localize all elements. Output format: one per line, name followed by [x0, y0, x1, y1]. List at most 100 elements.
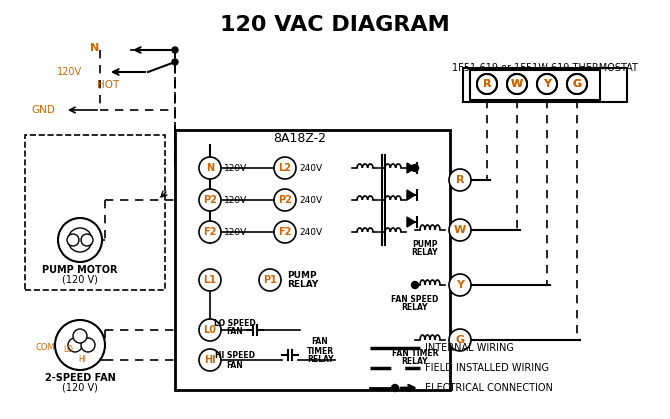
- Text: 120V: 120V: [57, 67, 82, 77]
- Circle shape: [411, 165, 419, 171]
- Text: L0: L0: [204, 325, 216, 335]
- Text: (120 V): (120 V): [62, 275, 98, 285]
- Text: FAN SPEED: FAN SPEED: [391, 295, 439, 303]
- Text: LO: LO: [63, 346, 73, 354]
- Text: PUMP: PUMP: [412, 240, 438, 248]
- Text: COM: COM: [35, 344, 55, 352]
- Text: F2: F2: [203, 227, 216, 237]
- Text: PUMP: PUMP: [287, 271, 317, 280]
- Circle shape: [172, 59, 178, 65]
- Text: RELAY: RELAY: [307, 355, 333, 365]
- Circle shape: [199, 269, 221, 291]
- Text: 2-SPEED FAN: 2-SPEED FAN: [45, 373, 115, 383]
- Circle shape: [449, 219, 471, 241]
- Circle shape: [449, 274, 471, 296]
- Circle shape: [81, 234, 93, 246]
- Circle shape: [81, 338, 95, 352]
- Bar: [470, 70, 600, 100]
- Text: HI: HI: [204, 355, 216, 365]
- Circle shape: [199, 157, 221, 179]
- Text: RELAY: RELAY: [412, 248, 438, 256]
- Text: RELAY: RELAY: [402, 303, 428, 311]
- Text: W: W: [511, 79, 523, 89]
- Circle shape: [274, 157, 296, 179]
- Polygon shape: [407, 163, 415, 173]
- Text: N: N: [206, 163, 214, 173]
- Circle shape: [67, 234, 79, 246]
- Circle shape: [199, 319, 221, 341]
- Text: FAN: FAN: [226, 328, 243, 336]
- Text: 240V: 240V: [299, 163, 322, 173]
- Circle shape: [58, 218, 102, 262]
- Text: TIMER: TIMER: [306, 347, 334, 355]
- Circle shape: [73, 329, 87, 343]
- Text: R: R: [483, 79, 491, 89]
- Circle shape: [567, 74, 587, 94]
- Text: 240V: 240V: [299, 228, 322, 236]
- Text: N: N: [90, 43, 100, 53]
- Circle shape: [274, 189, 296, 211]
- Text: HI SPEED: HI SPEED: [215, 352, 255, 360]
- Polygon shape: [407, 217, 415, 227]
- Text: Y: Y: [543, 79, 551, 89]
- Text: P1: P1: [263, 275, 277, 285]
- Text: FAN: FAN: [226, 360, 243, 370]
- Circle shape: [199, 189, 221, 211]
- Text: F2: F2: [278, 227, 291, 237]
- Circle shape: [274, 221, 296, 243]
- Circle shape: [507, 74, 527, 94]
- Circle shape: [567, 74, 587, 94]
- Text: G: G: [456, 335, 464, 345]
- Text: 1F51-619 or 1F51W-619 THERMOSTAT: 1F51-619 or 1F51W-619 THERMOSTAT: [452, 63, 638, 73]
- Circle shape: [199, 221, 221, 243]
- Text: Y: Y: [456, 280, 464, 290]
- Text: (120 V): (120 V): [62, 383, 98, 393]
- Circle shape: [449, 169, 471, 191]
- Bar: [175, 130, 450, 390]
- Text: ELECTRICAL CONNECTION: ELECTRICAL CONNECTION: [425, 383, 553, 393]
- Circle shape: [537, 74, 557, 94]
- Text: 8A18Z-2: 8A18Z-2: [273, 132, 326, 145]
- Circle shape: [68, 338, 82, 352]
- Text: G: G: [572, 79, 582, 89]
- Text: FIELD INSTALLED WIRING: FIELD INSTALLED WIRING: [425, 363, 549, 373]
- Text: LO SPEED: LO SPEED: [214, 318, 256, 328]
- Text: R: R: [483, 79, 491, 89]
- Text: P2: P2: [278, 195, 292, 205]
- Circle shape: [391, 385, 399, 391]
- Text: Y: Y: [543, 79, 551, 89]
- Circle shape: [537, 74, 557, 94]
- Circle shape: [55, 320, 105, 370]
- Text: W: W: [454, 225, 466, 235]
- Text: GND: GND: [31, 105, 55, 115]
- Text: L1: L1: [204, 275, 216, 285]
- Text: RELAY: RELAY: [402, 357, 428, 367]
- Text: FAN TIMER: FAN TIMER: [392, 349, 438, 359]
- Text: P2: P2: [203, 195, 217, 205]
- Circle shape: [477, 74, 497, 94]
- Text: 120V: 120V: [224, 163, 247, 173]
- Circle shape: [477, 74, 497, 94]
- Text: PUMP MOTOR: PUMP MOTOR: [42, 265, 118, 275]
- Circle shape: [199, 349, 221, 371]
- Text: INTERNAL WIRING: INTERNAL WIRING: [425, 343, 514, 353]
- Text: RELAY: RELAY: [287, 280, 318, 289]
- Text: 120 VAC DIAGRAM: 120 VAC DIAGRAM: [220, 15, 450, 35]
- Text: R: R: [456, 175, 464, 185]
- Text: 120V: 120V: [224, 196, 247, 204]
- Text: W: W: [511, 79, 523, 89]
- Text: HOT: HOT: [97, 80, 119, 90]
- Text: FAN: FAN: [312, 337, 328, 347]
- FancyBboxPatch shape: [463, 68, 627, 102]
- Circle shape: [507, 74, 527, 94]
- Text: L2: L2: [279, 163, 291, 173]
- Text: HI: HI: [78, 355, 86, 365]
- Text: 240V: 240V: [299, 196, 322, 204]
- Circle shape: [172, 47, 178, 53]
- Circle shape: [68, 228, 92, 252]
- Circle shape: [259, 269, 281, 291]
- Circle shape: [411, 282, 419, 289]
- Polygon shape: [407, 190, 415, 200]
- FancyBboxPatch shape: [25, 135, 165, 290]
- Text: 120V: 120V: [224, 228, 247, 236]
